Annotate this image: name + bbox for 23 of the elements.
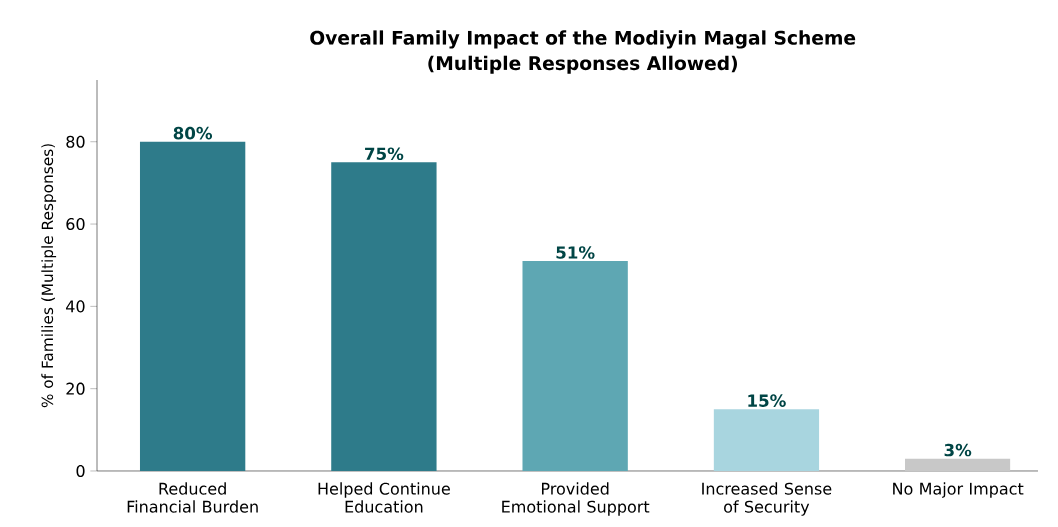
bar [522, 261, 628, 471]
data-label: 75% [365, 147, 404, 161]
chart-subtitle: (Multiple Responses Allowed) [428, 55, 738, 74]
data-label: 51% [556, 246, 595, 259]
y-axis-title: % of Families (Multiple Responses) [41, 144, 57, 408]
y-tick-label: 40 [66, 300, 85, 313]
bar [139, 141, 246, 471]
x-tick-label: Helped Continue Education [318, 482, 450, 513]
data-label: 3% [944, 443, 972, 457]
y-tick-label: 60 [66, 218, 85, 231]
y-tick-label: 20 [66, 382, 85, 395]
x-tick-label: Reduced Financial Burden [127, 482, 258, 513]
data-label: 15% [748, 394, 786, 407]
data-label: 80% [173, 126, 213, 140]
y-tick-label: 80 [66, 135, 85, 148]
bar [905, 458, 1011, 471]
bar [331, 162, 437, 471]
y-tick-label: 0 [76, 464, 85, 478]
chart-title: Overall Family Impact of the Modiyin Magal Scheme [310, 30, 856, 49]
x-tick-label: No Major Impact [893, 482, 1024, 498]
x-tick-label: Provided Emotional Support [502, 482, 650, 516]
bar [713, 409, 820, 471]
x-tick-label: Increased Sense of Security [702, 482, 832, 516]
